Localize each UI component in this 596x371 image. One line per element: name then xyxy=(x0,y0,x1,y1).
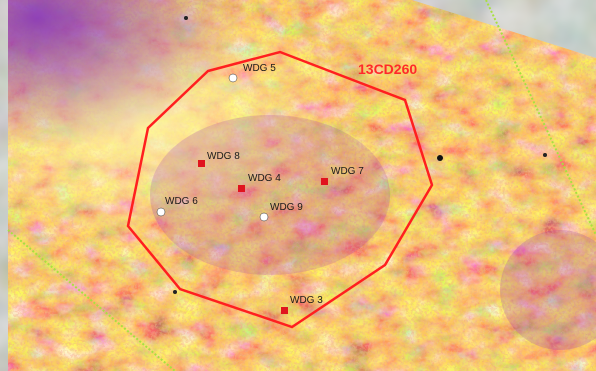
well-marker[interactable] xyxy=(198,160,205,167)
feature-dot xyxy=(173,290,177,294)
well-label: WDG 6 xyxy=(165,196,198,207)
well-label: WDG 9 xyxy=(270,202,303,213)
boundary-label: 13CD260 xyxy=(358,61,417,77)
well-label: WDG 8 xyxy=(207,151,240,162)
well-wdg9[interactable]: WDG 9 xyxy=(259,202,303,222)
well-wdg5[interactable]: WDG 5 xyxy=(228,63,276,83)
boundary-polygon[interactable] xyxy=(126,50,434,329)
well-wdg4[interactable]: WDG 4 xyxy=(238,173,281,192)
well-marker[interactable] xyxy=(259,212,269,222)
well-wdg6[interactable]: WDG 6 xyxy=(156,196,198,217)
well-label: WDG 7 xyxy=(331,166,364,177)
left-margin xyxy=(0,0,8,371)
well-label: WDG 4 xyxy=(248,173,281,184)
well-label: WDG 3 xyxy=(290,295,323,306)
guide-line-right xyxy=(485,0,596,236)
feature-dot xyxy=(437,155,443,161)
well-label: WDG 5 xyxy=(243,63,276,74)
well-marker[interactable] xyxy=(321,178,328,185)
guide-line-left xyxy=(7,229,176,371)
well-marker[interactable] xyxy=(238,185,245,192)
well-wdg8[interactable]: WDG 8 xyxy=(198,151,240,167)
well-wdg3[interactable]: WDG 3 xyxy=(281,295,323,314)
well-marker[interactable] xyxy=(281,307,288,314)
well-marker[interactable] xyxy=(156,207,166,217)
thermal-overlay xyxy=(8,0,596,371)
well-marker[interactable] xyxy=(228,73,238,83)
feature-dot xyxy=(543,153,547,157)
feature-dot xyxy=(184,16,188,20)
well-wdg7[interactable]: WDG 7 xyxy=(321,166,364,185)
